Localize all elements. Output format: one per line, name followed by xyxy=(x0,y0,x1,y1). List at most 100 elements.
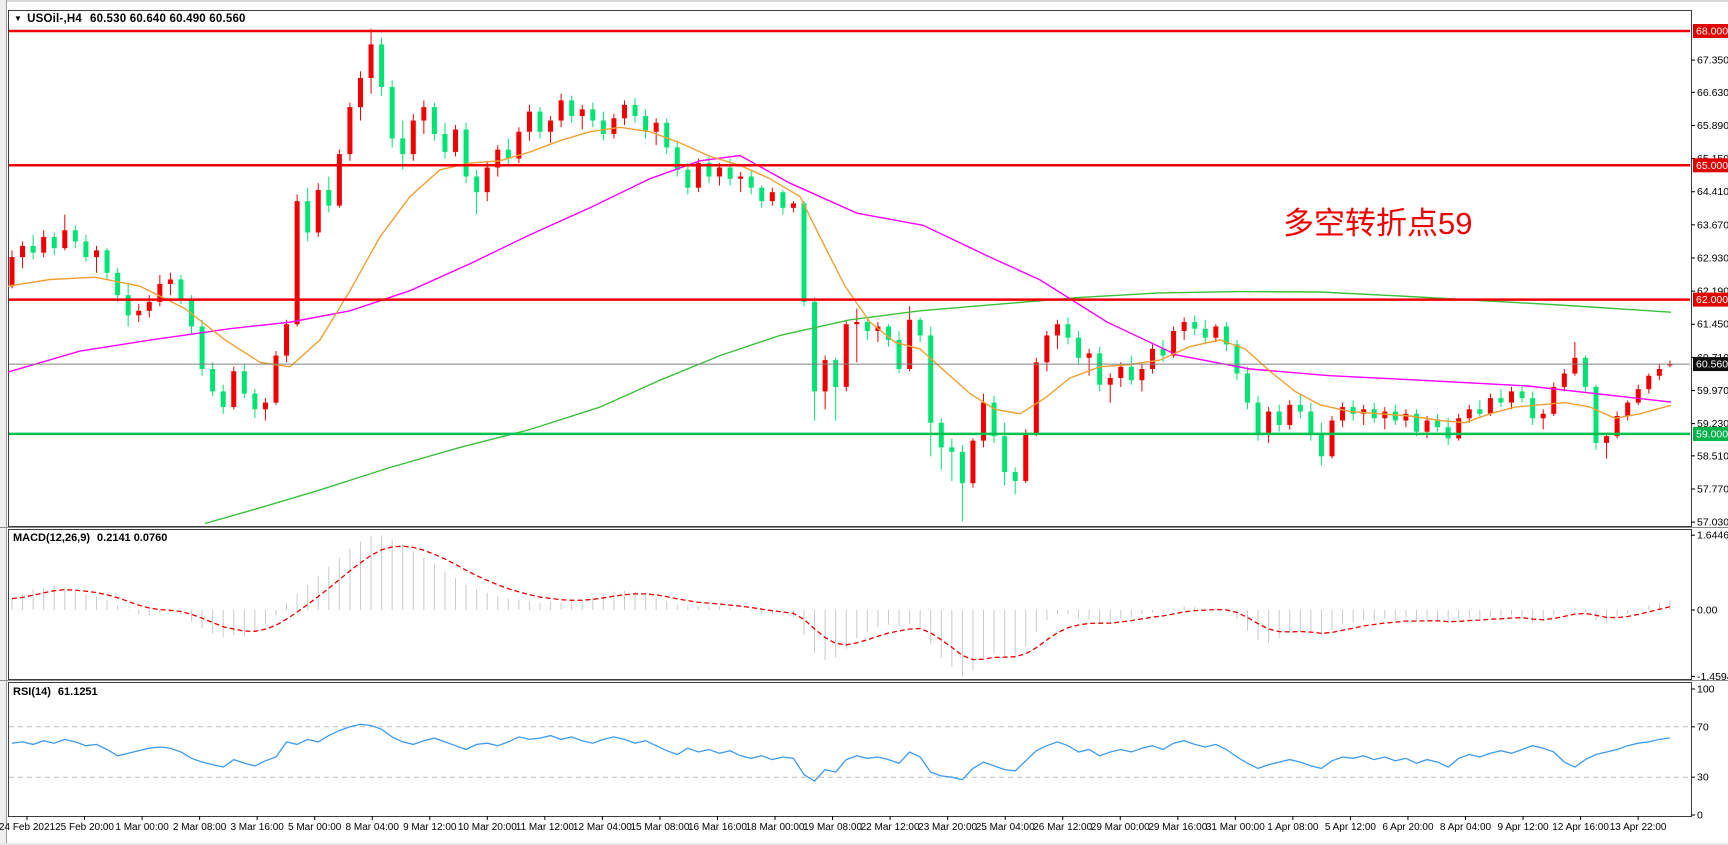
candle[interactable] xyxy=(146,301,152,311)
candle[interactable] xyxy=(1561,373,1567,387)
horizontal-level-lines[interactable] xyxy=(9,29,1690,436)
candle[interactable] xyxy=(51,236,57,249)
candle[interactable] xyxy=(284,324,290,356)
candle[interactable] xyxy=(526,111,532,132)
candle[interactable] xyxy=(664,122,670,148)
candle[interactable] xyxy=(1192,322,1198,329)
candle[interactable] xyxy=(621,104,627,119)
candle[interactable] xyxy=(896,339,902,370)
candle[interactable] xyxy=(1435,420,1441,428)
candle[interactable] xyxy=(273,355,279,403)
candle[interactable] xyxy=(199,326,205,370)
candle[interactable] xyxy=(1646,375,1652,390)
candle[interactable] xyxy=(347,107,353,155)
candle[interactable] xyxy=(759,187,765,202)
candle[interactable] xyxy=(326,189,332,206)
candle[interactable] xyxy=(1297,404,1303,412)
candle[interactable] xyxy=(790,203,796,208)
candle[interactable] xyxy=(1572,357,1578,374)
candle[interactable] xyxy=(928,335,934,423)
candle[interactable] xyxy=(1625,402,1631,417)
candle[interactable] xyxy=(558,100,564,121)
candle[interactable] xyxy=(83,241,89,258)
candle[interactable] xyxy=(1076,337,1082,358)
candle[interactable] xyxy=(30,245,36,253)
candle[interactable] xyxy=(9,257,15,287)
candle[interactable] xyxy=(1582,357,1588,387)
candle[interactable] xyxy=(1023,433,1029,481)
candle[interactable] xyxy=(769,192,775,202)
candle[interactable] xyxy=(1466,409,1472,419)
panel-separators[interactable] xyxy=(0,527,1728,681)
candle[interactable] xyxy=(949,447,955,452)
candle[interactable] xyxy=(1635,389,1641,403)
candle[interactable] xyxy=(1540,413,1546,419)
candle[interactable] xyxy=(1551,386,1557,414)
candle[interactable] xyxy=(748,176,754,188)
candle[interactable] xyxy=(1054,324,1060,336)
candle[interactable] xyxy=(505,149,511,159)
candle[interactable] xyxy=(1308,411,1314,434)
candle[interactable] xyxy=(1382,411,1388,419)
candle[interactable] xyxy=(305,201,311,233)
candle[interactable] xyxy=(1255,402,1261,434)
candle[interactable] xyxy=(653,122,659,132)
candle[interactable] xyxy=(1614,416,1620,437)
candle[interactable] xyxy=(1118,366,1124,378)
candle[interactable] xyxy=(379,44,385,87)
candle[interactable] xyxy=(632,104,638,117)
candle[interactable] xyxy=(421,107,427,121)
candle[interactable] xyxy=(1002,436,1008,472)
candle[interactable] xyxy=(72,230,78,242)
candle[interactable] xyxy=(1160,348,1166,356)
candle[interactable] xyxy=(643,116,649,132)
candle[interactable] xyxy=(822,360,828,392)
candle[interactable] xyxy=(843,324,849,387)
candle[interactable] xyxy=(1340,407,1346,421)
candle[interactable] xyxy=(537,111,543,132)
candle[interactable] xyxy=(62,230,68,249)
candle[interactable] xyxy=(1413,413,1419,432)
candle[interactable] xyxy=(1139,369,1145,381)
candle[interactable] xyxy=(548,120,554,132)
symbol-dropdown-icon[interactable]: ▼ xyxy=(14,14,23,23)
candle[interactable] xyxy=(231,371,237,408)
candle[interactable] xyxy=(431,107,437,134)
candle[interactable] xyxy=(1097,353,1103,385)
candle[interactable] xyxy=(590,109,596,121)
candle[interactable] xyxy=(1604,436,1610,443)
candle[interactable] xyxy=(484,167,490,193)
candle[interactable] xyxy=(1065,324,1071,338)
candle[interactable] xyxy=(1149,348,1155,370)
candle[interactable] xyxy=(400,138,406,155)
candle[interactable] xyxy=(1266,411,1272,434)
candle[interactable] xyxy=(474,176,480,193)
candle[interactable] xyxy=(717,167,723,177)
candle[interactable] xyxy=(1361,409,1367,414)
candle[interactable] xyxy=(410,120,416,155)
candle[interactable] xyxy=(695,163,701,188)
candle[interactable] xyxy=(801,203,807,302)
candle[interactable] xyxy=(1245,373,1251,403)
candle[interactable] xyxy=(1656,369,1662,376)
candle[interactable] xyxy=(1509,391,1515,403)
candle[interactable] xyxy=(1456,418,1462,439)
candle[interactable] xyxy=(1403,413,1409,421)
candle[interactable] xyxy=(1530,398,1536,419)
candle[interactable] xyxy=(1287,404,1293,425)
candle[interactable] xyxy=(854,322,860,325)
candle[interactable] xyxy=(41,236,47,253)
candle[interactable] xyxy=(970,440,976,484)
candle[interactable] xyxy=(1033,362,1039,434)
candle[interactable] xyxy=(1350,407,1356,414)
candle[interactable] xyxy=(220,391,226,408)
candle[interactable] xyxy=(864,322,870,331)
candle[interactable] xyxy=(389,86,395,139)
candle[interactable] xyxy=(569,100,575,117)
candle[interactable] xyxy=(1234,344,1240,374)
candle[interactable] xyxy=(453,129,459,152)
candle[interactable] xyxy=(1276,411,1282,425)
candle[interactable] xyxy=(611,118,617,134)
candle[interactable] xyxy=(315,189,321,233)
candle[interactable] xyxy=(1519,391,1525,399)
